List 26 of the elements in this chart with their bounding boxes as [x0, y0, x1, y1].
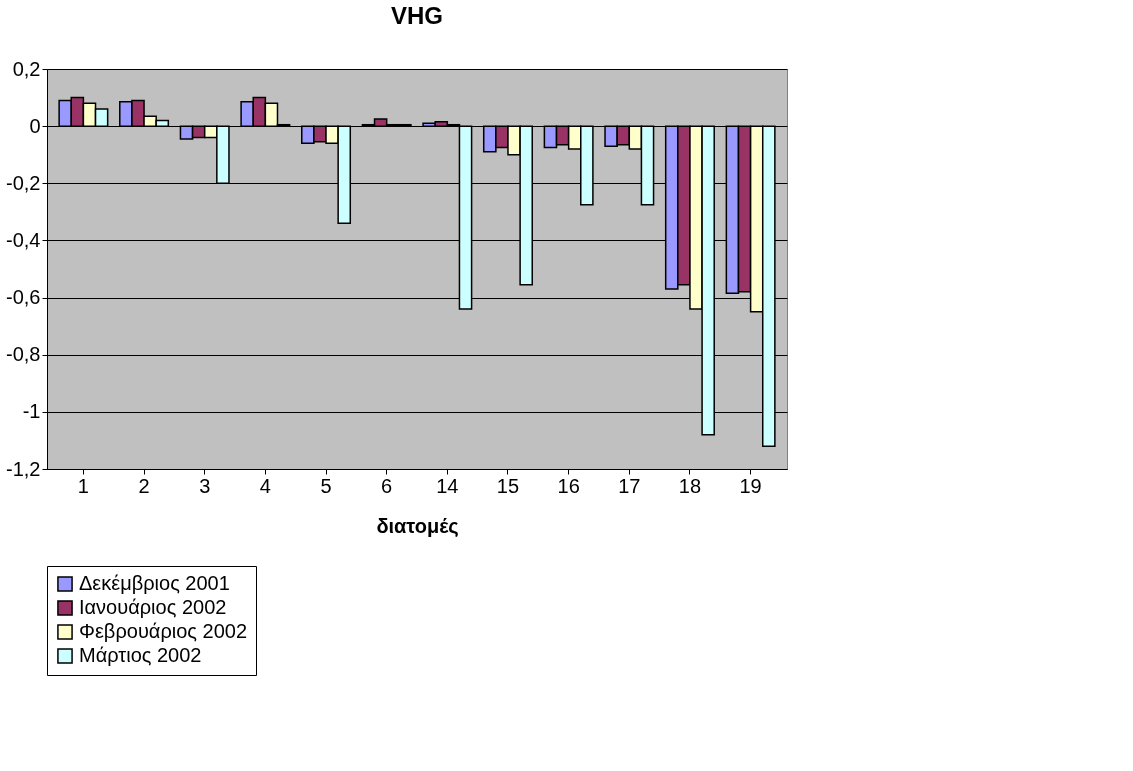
- legend-label: Ιανουάριος 2002: [79, 596, 227, 618]
- x-tick-label: 19: [739, 474, 762, 497]
- x-tick-label: 6: [381, 474, 393, 497]
- y-tick-label: -0,4: [6, 228, 41, 251]
- legend-label: Φεβρουάριος 2002: [79, 620, 248, 642]
- y-tick-label: -1: [22, 400, 41, 423]
- y-tick-label: -1,2: [6, 457, 41, 480]
- chart-title: VHG: [390, 2, 444, 29]
- x-tick-label: 14: [436, 474, 459, 497]
- x-tick-label: 2: [138, 474, 150, 497]
- y-tick-label: -0,8: [6, 343, 41, 366]
- x-tick-label: 5: [320, 474, 332, 497]
- legend-label: Δεκέμβριος 2001: [79, 572, 230, 594]
- x-axis-title: διατομές: [376, 514, 459, 537]
- x-tick-label: 17: [618, 474, 641, 497]
- y-tick-label: -0,6: [6, 286, 41, 309]
- y-tick-label: 0,2: [12, 57, 41, 80]
- x-tick-label: 1: [77, 474, 89, 497]
- y-tick-label: 0: [29, 114, 41, 137]
- y-tick-label: -0,2: [6, 171, 41, 194]
- x-tick-label: 16: [557, 474, 580, 497]
- x-tick-label: 15: [496, 474, 520, 497]
- legend-label: Μάρτιος 2002: [79, 644, 202, 666]
- x-tick-label: 4: [259, 474, 271, 497]
- x-tick-label: 18: [678, 474, 702, 497]
- x-tick-label: 3: [199, 474, 211, 497]
